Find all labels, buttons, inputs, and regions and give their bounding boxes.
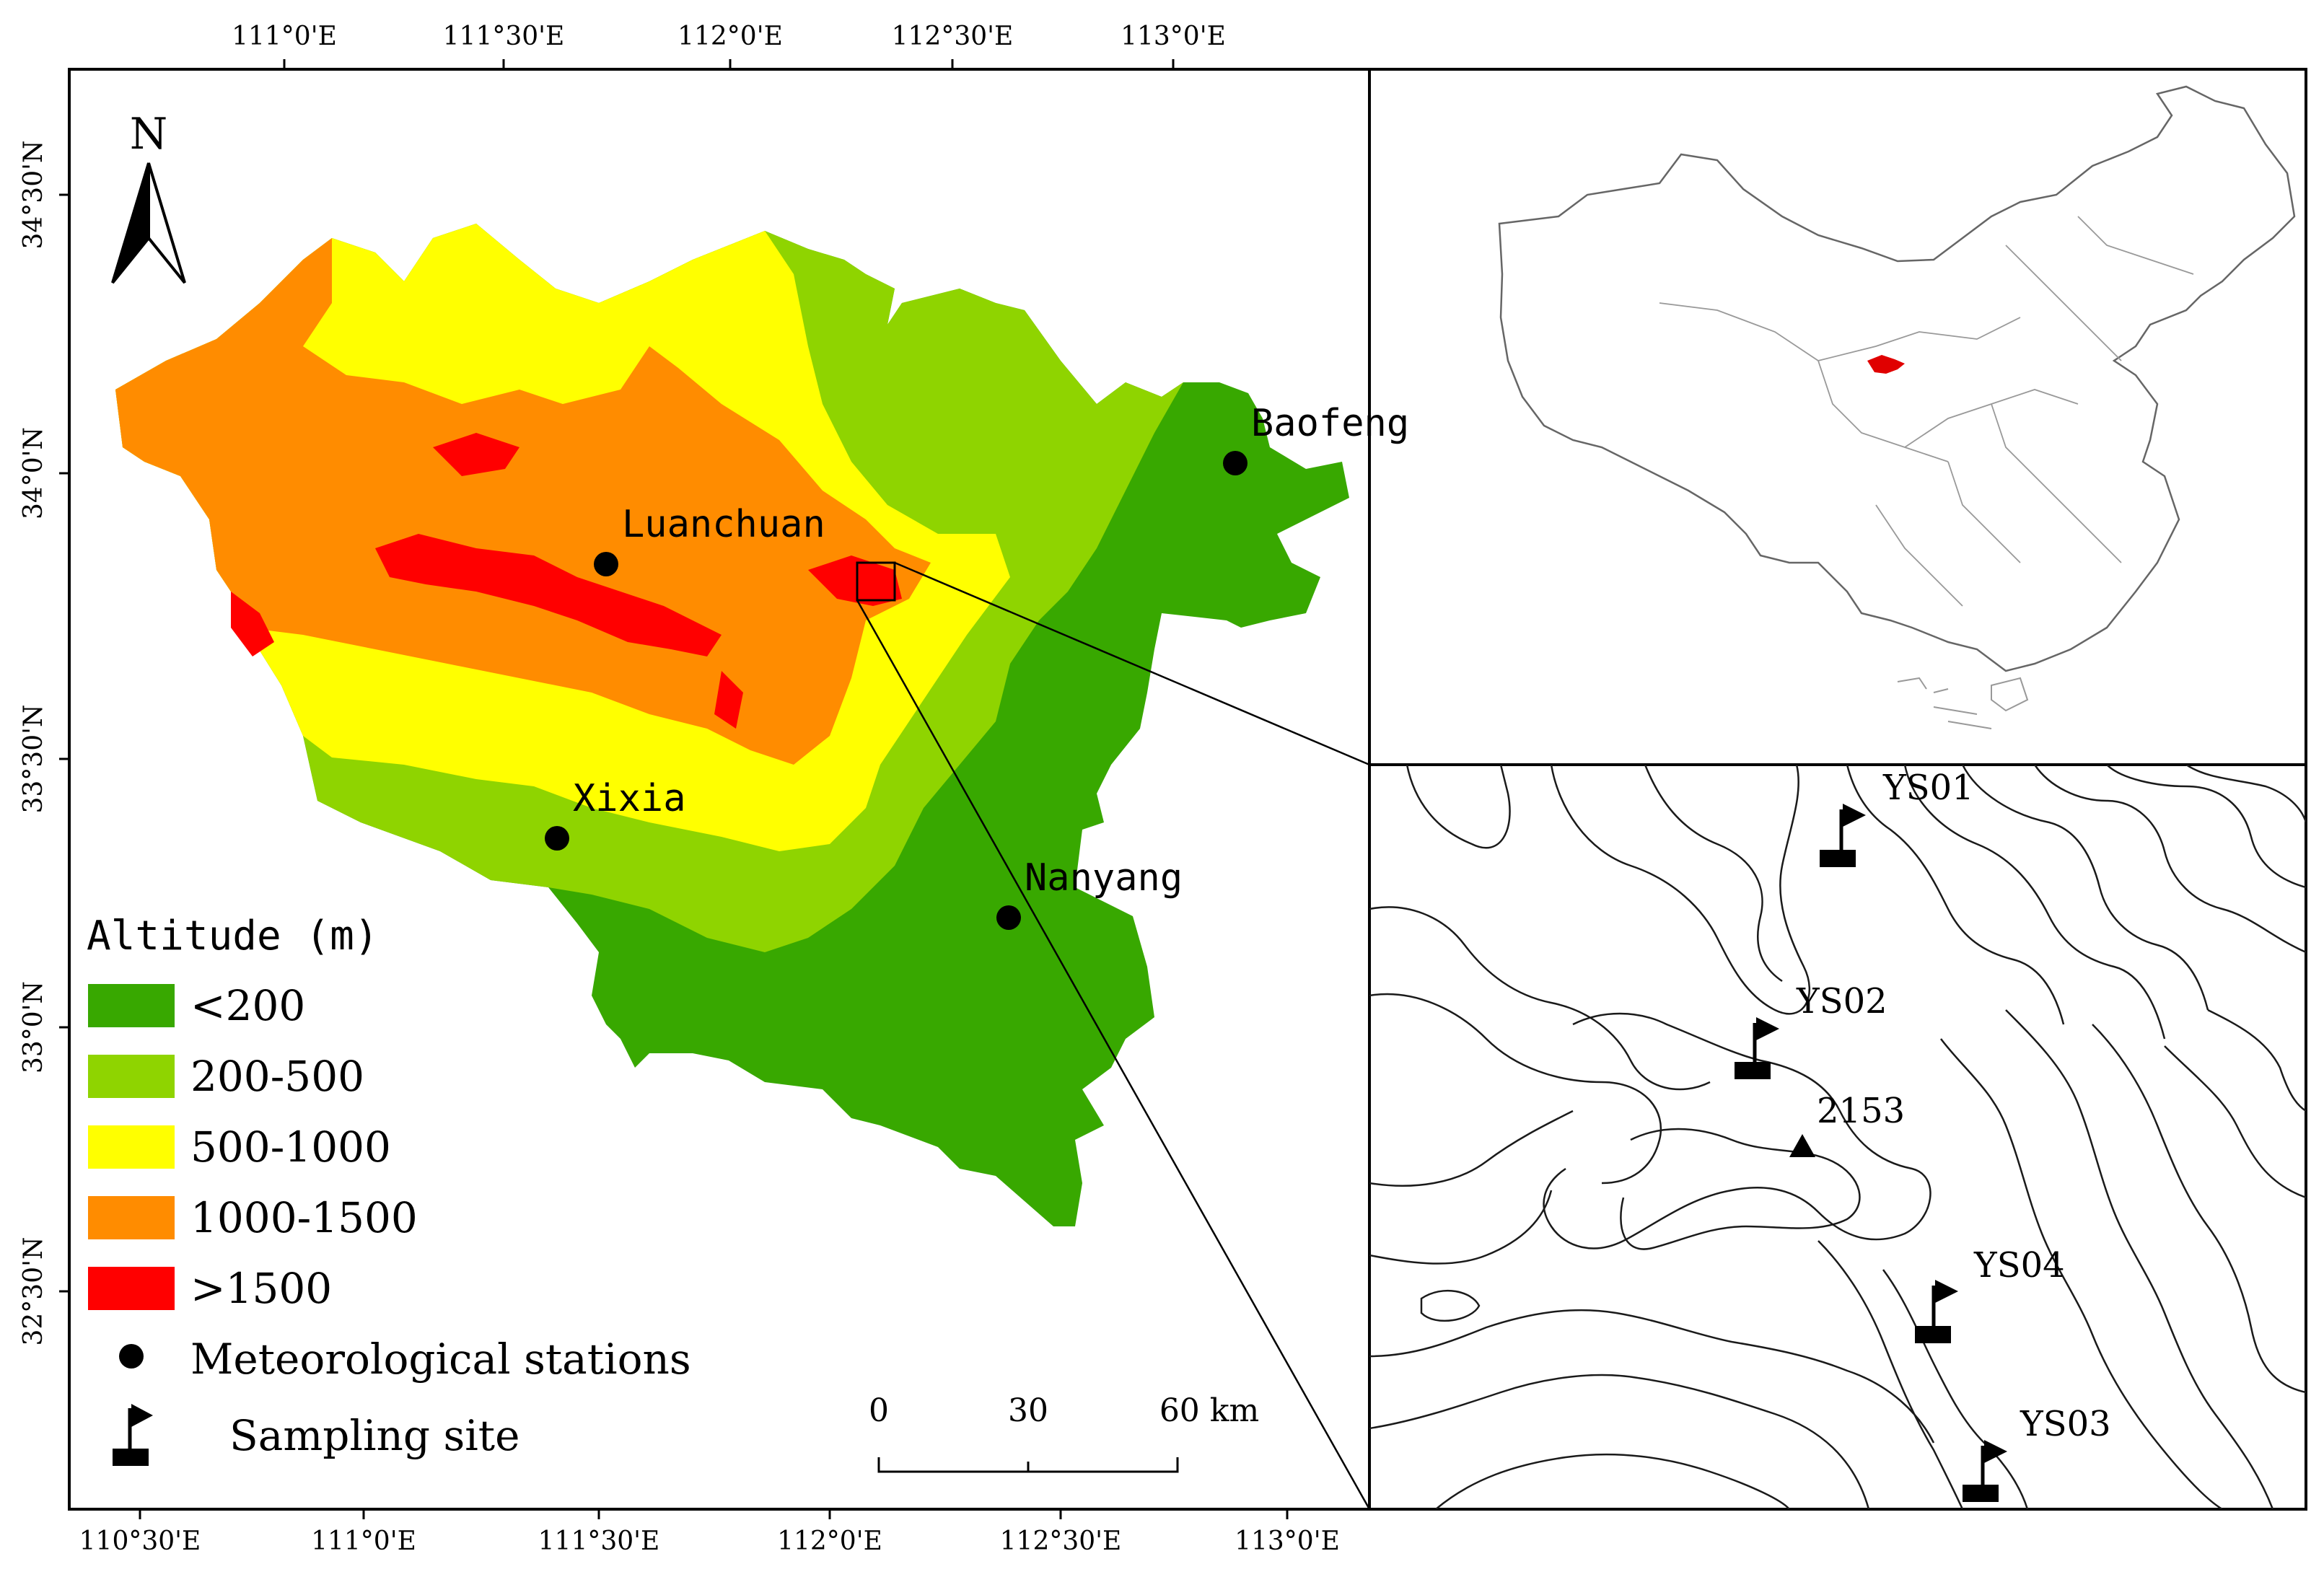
- china-provincial-boundaries: [1659, 216, 2194, 607]
- top-tick-label: 113°0'E: [1121, 22, 1226, 51]
- sampling-site-flag-icon: [1915, 1280, 1958, 1343]
- scale-bar-line: [877, 1457, 1179, 1473]
- top-tick-label: 112°30'E: [892, 22, 1014, 51]
- bottom-tick-label: 111°0'E: [311, 1527, 416, 1556]
- detail-inset-frame: [1368, 763, 2307, 1511]
- top-tick-label: 111°0'E: [232, 22, 337, 51]
- bottom-tick-label: 111°30'E: [538, 1527, 660, 1556]
- legend-label: 200-500: [190, 1052, 364, 1101]
- legend-swatch: [88, 1125, 175, 1169]
- sampling-site-label: YS03: [2020, 1404, 2111, 1444]
- china-outline-map: [1498, 85, 2296, 729]
- contour-map: [1369, 765, 2306, 1509]
- peak: 2153: [1789, 1091, 1905, 1157]
- station-label: Baofeng: [1251, 402, 1409, 445]
- sampling-site-label: YS01: [1882, 768, 1974, 808]
- station-label: Luanchuan: [622, 503, 825, 546]
- sampling-site-flag-icon: [1735, 1017, 1779, 1079]
- station-label: Xixia: [573, 777, 686, 820]
- scale-bar-label: 60 km: [1159, 1392, 1259, 1429]
- left-tick-label: 33°0'N: [19, 981, 48, 1073]
- legend: Altitude (m) <200 200-500 500-1000 1000-…: [87, 913, 691, 1466]
- scale-bar-label: 0: [869, 1392, 889, 1429]
- station-xixia: Xixia: [545, 777, 686, 851]
- sampling-site-ys02: YS02: [1735, 981, 1887, 1079]
- station-marker-icon: [594, 552, 618, 576]
- china-outline: [1498, 85, 2296, 672]
- top-tick-label: 111°30'E: [443, 22, 565, 51]
- legend-label: <200: [190, 981, 305, 1030]
- station-luanchuan: Luanchuan: [594, 503, 825, 576]
- scale-bar: 0 30 60 km: [869, 1392, 1259, 1473]
- north-arrow: N: [111, 109, 186, 284]
- bottom-tick-label: 112°0'E: [777, 1527, 882, 1556]
- legend-sampling-label: Sampling site: [229, 1411, 519, 1460]
- elevation-map: [115, 224, 1349, 1226]
- sampling-site-flag-icon: [1820, 804, 1866, 867]
- station-marker-icon: [545, 826, 569, 851]
- left-axis: 34°30'N 34°0'N 33°30'N 33°0'N 32°30'N: [19, 140, 69, 1346]
- hainan-and-islands: [1897, 677, 2029, 729]
- station-marker-icon: [1223, 451, 1247, 475]
- study-area-box: [856, 561, 896, 602]
- study-area-highlight: [1867, 355, 1905, 374]
- station-nanyang: Nanyang: [996, 856, 1183, 930]
- legend-swatch: [88, 1055, 175, 1098]
- leader-line: [894, 561, 1370, 766]
- legend-swatch: [88, 984, 175, 1027]
- bottom-axis: 110°30'E 111°0'E 111°30'E 112°0'E 112°30…: [79, 1509, 1340, 1556]
- sampling-site-ys01: YS01: [1820, 768, 1974, 867]
- left-tick-label: 32°30'N: [19, 1236, 48, 1345]
- peak-label: 2153: [1817, 1091, 1905, 1131]
- sampling-site-ys04: YS04: [1915, 1245, 2065, 1343]
- top-axis: 111°0'E 111°30'E 112°0'E 112°30'E 113°0'…: [232, 22, 1226, 69]
- elevation-zone-mid-mountains: [115, 238, 931, 765]
- legend-label: 1000-1500: [190, 1193, 418, 1242]
- north-arrow-label: N: [130, 109, 168, 159]
- leader-line: [856, 599, 1371, 1510]
- elevation-zone-high-mountains: [231, 433, 902, 729]
- north-arrow-icon: [147, 162, 186, 284]
- station-label: Nanyang: [1025, 856, 1183, 900]
- station-marker-icon: [996, 905, 1021, 930]
- bottom-tick-label: 112°30'E: [1000, 1527, 1122, 1556]
- left-tick-label: 34°0'N: [19, 427, 48, 519]
- scale-bar-label: 30: [1008, 1392, 1048, 1429]
- top-tick-label: 112°0'E: [678, 22, 783, 51]
- sampling-site-label: YS02: [1796, 981, 1887, 1022]
- legend-title: Altitude (m): [87, 913, 379, 959]
- sampling-site-flag-icon: [1963, 1440, 2007, 1502]
- left-tick-label: 33°30'N: [19, 704, 48, 813]
- sampling-site-ys03: YS03: [1963, 1404, 2111, 1502]
- peak-triangle-icon: [1789, 1134, 1815, 1157]
- bottom-tick-label: 110°30'E: [79, 1527, 201, 1556]
- legend-label: 500-1000: [190, 1123, 391, 1172]
- left-tick-label: 34°30'N: [19, 140, 48, 249]
- legend-sampling-icon: [113, 1404, 153, 1466]
- legend-station-icon: [119, 1344, 144, 1369]
- legend-stations-label: Meteorological stations: [190, 1335, 691, 1384]
- station-baofeng: Baofeng: [1223, 402, 1409, 475]
- bottom-tick-label: 113°0'E: [1235, 1527, 1340, 1556]
- legend-swatch: [88, 1267, 175, 1310]
- sampling-site-label: YS04: [1973, 1245, 2065, 1286]
- legend-label: >1500: [190, 1264, 332, 1313]
- legend-swatch: [88, 1196, 175, 1239]
- china-inset-frame: [1368, 68, 2307, 766]
